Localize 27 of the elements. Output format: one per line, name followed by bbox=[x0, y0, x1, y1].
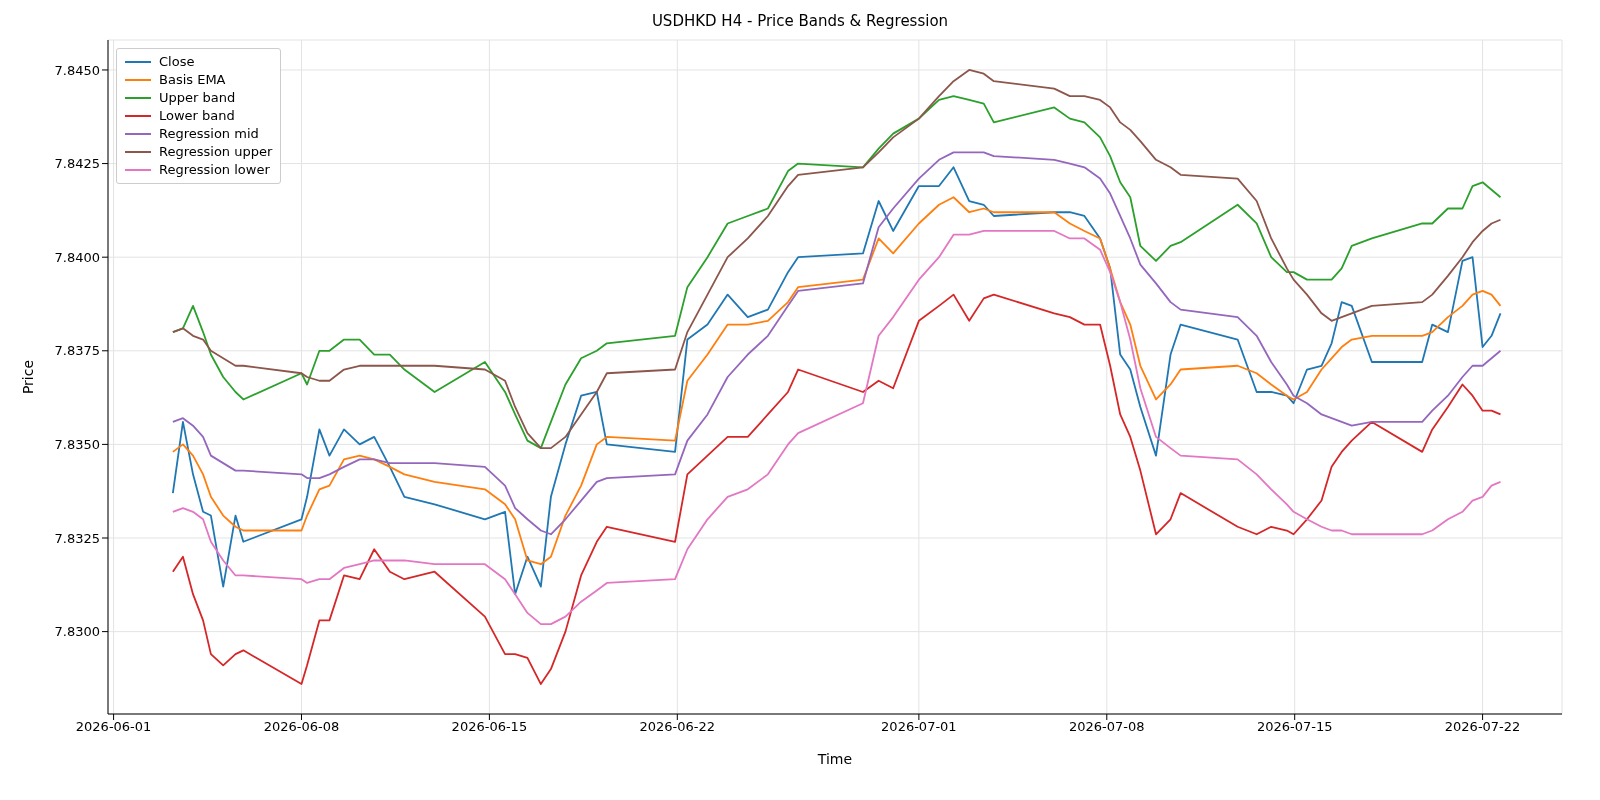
y-tick-label: 7.8375 bbox=[54, 343, 100, 359]
x-tick-label: 2026-07-08 bbox=[1069, 719, 1145, 735]
x-axis-title: Time bbox=[816, 751, 853, 767]
legend-label: Regression lower bbox=[159, 161, 270, 179]
y-axis-title: Price bbox=[19, 359, 36, 395]
x-tick-label: 2026-06-15 bbox=[451, 719, 528, 735]
y-tick-label: 7.8450 bbox=[54, 62, 100, 78]
y-tick-label: 7.8325 bbox=[54, 530, 100, 546]
x-tick-label: 2026-06-22 bbox=[639, 719, 716, 735]
x-tick-label: 2026-06-01 bbox=[75, 719, 152, 735]
line-series bbox=[171, 230, 1502, 626]
y-tick-label: 7.8300 bbox=[54, 624, 100, 640]
x-tick-label: 2026-06-08 bbox=[263, 719, 340, 735]
chart-title: USDHKD H4 - Price Bands & Regression bbox=[650, 11, 950, 32]
legend-label: Regression upper bbox=[159, 143, 273, 161]
legend-label: Lower band bbox=[159, 107, 235, 125]
legend-label: Close bbox=[159, 53, 195, 71]
legend-label: Basis EMA bbox=[159, 71, 226, 89]
x-tick-label: 2026-07-01 bbox=[881, 719, 957, 735]
x-tick-label: 2026-07-15 bbox=[1256, 719, 1333, 735]
y-tick-label: 7.8400 bbox=[54, 249, 100, 265]
y-tick-label: 7.8350 bbox=[54, 437, 100, 453]
y-tick-label: 7.8425 bbox=[54, 156, 100, 172]
legend-label: Upper band bbox=[159, 89, 236, 107]
line-series bbox=[171, 293, 1502, 685]
x-tick-label: 2026-07-22 bbox=[1444, 719, 1521, 735]
legend-label: Regression mid bbox=[159, 125, 259, 143]
